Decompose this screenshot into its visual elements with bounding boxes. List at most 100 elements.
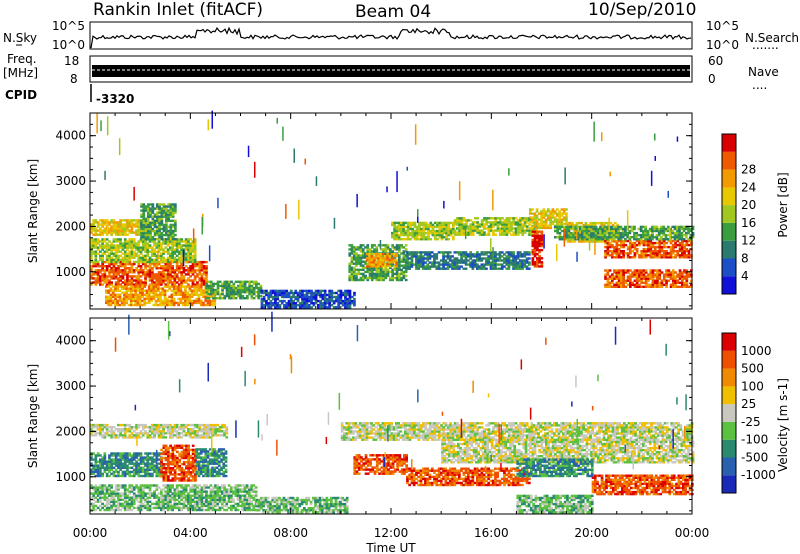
data-cell <box>310 306 313 309</box>
data-cell <box>90 283 93 286</box>
data-cell <box>160 221 164 225</box>
data-cell <box>687 273 691 276</box>
data-cell <box>419 251 423 254</box>
data-cell <box>421 257 425 260</box>
data-cell <box>458 217 461 220</box>
data-cell <box>303 297 307 301</box>
data-cell <box>303 304 307 307</box>
data-cell <box>101 225 104 228</box>
data-cell <box>437 263 441 266</box>
data-cell <box>156 219 159 222</box>
data-streak <box>379 240 382 249</box>
data-cell <box>433 253 436 256</box>
data-cell <box>402 258 406 261</box>
data-cell <box>305 291 309 295</box>
data-cell <box>166 279 170 282</box>
data-cell <box>449 231 453 235</box>
data-cell <box>353 299 356 303</box>
data-cell <box>337 306 340 309</box>
data-cell <box>328 291 331 295</box>
data-cell <box>160 203 164 206</box>
data-cell <box>200 275 204 278</box>
data-cell <box>433 257 436 260</box>
data-cell <box>496 221 500 224</box>
data-cell <box>426 265 430 268</box>
data-cell <box>521 267 524 270</box>
data-cell <box>608 275 612 278</box>
data-cell <box>366 254 370 257</box>
data-cell <box>90 246 93 249</box>
data-cell <box>193 293 196 296</box>
data-cell <box>159 291 162 294</box>
data-cell <box>171 207 175 210</box>
data-cell <box>305 297 309 301</box>
data-cell <box>538 234 541 237</box>
data-cell <box>485 219 488 222</box>
data-cell <box>289 299 293 303</box>
data-cell <box>525 265 529 268</box>
data-cell <box>103 273 107 276</box>
data-cell <box>662 252 666 255</box>
data-cell <box>119 221 122 224</box>
data-cell <box>341 304 345 307</box>
data-cell <box>603 225 607 229</box>
data-cell <box>151 229 155 233</box>
data-cell <box>408 265 411 268</box>
data-cell <box>660 227 663 231</box>
data-cell <box>317 304 320 307</box>
data-cell <box>400 238 403 241</box>
data-cell <box>146 246 150 249</box>
data-cell <box>250 297 254 300</box>
data-cell <box>565 212 568 215</box>
data-cell <box>110 283 113 286</box>
data-cell <box>216 290 220 294</box>
data-cell <box>675 231 679 235</box>
data-cell <box>301 295 304 299</box>
data-streak <box>626 210 629 232</box>
data-cell <box>151 258 154 261</box>
data-cell <box>202 291 205 294</box>
data-cell <box>687 252 691 255</box>
data-cell <box>147 291 151 294</box>
data-cell <box>289 304 293 307</box>
data-cell <box>132 287 135 290</box>
data-cell <box>171 269 174 272</box>
data-cell <box>180 240 183 243</box>
data-cell <box>123 256 127 259</box>
data-cell <box>631 250 634 253</box>
data-cell <box>635 281 639 284</box>
data-cell <box>635 252 639 255</box>
data-cell <box>551 220 555 223</box>
data-cell <box>123 297 126 301</box>
data-cell <box>90 227 93 230</box>
data-cell <box>208 301 212 305</box>
data-cell <box>471 253 475 256</box>
data-cell <box>187 277 190 280</box>
data-cell <box>446 257 450 260</box>
data-cell <box>294 289 298 293</box>
data-cell <box>119 258 122 261</box>
data-cell <box>187 273 190 276</box>
data-cell <box>562 216 566 219</box>
data-cell <box>384 248 388 251</box>
data-cell <box>112 277 116 280</box>
data-cell <box>678 269 682 272</box>
data-cell <box>442 257 445 260</box>
data-cell <box>348 252 352 255</box>
data-cell <box>171 265 174 268</box>
data-cell <box>202 260 206 264</box>
data-cell <box>173 242 177 245</box>
data-cell <box>190 293 194 296</box>
data-cell <box>151 267 154 270</box>
data-cell <box>139 258 143 261</box>
data-cell <box>205 282 209 286</box>
data-cell <box>141 281 145 284</box>
data-cell <box>170 303 174 307</box>
data-cell <box>398 260 401 263</box>
data-cell <box>467 253 470 256</box>
data-cell <box>241 294 245 298</box>
data-cell <box>117 269 120 272</box>
data-cell <box>152 287 156 290</box>
data-cell <box>156 225 159 229</box>
data-cell <box>501 221 504 224</box>
